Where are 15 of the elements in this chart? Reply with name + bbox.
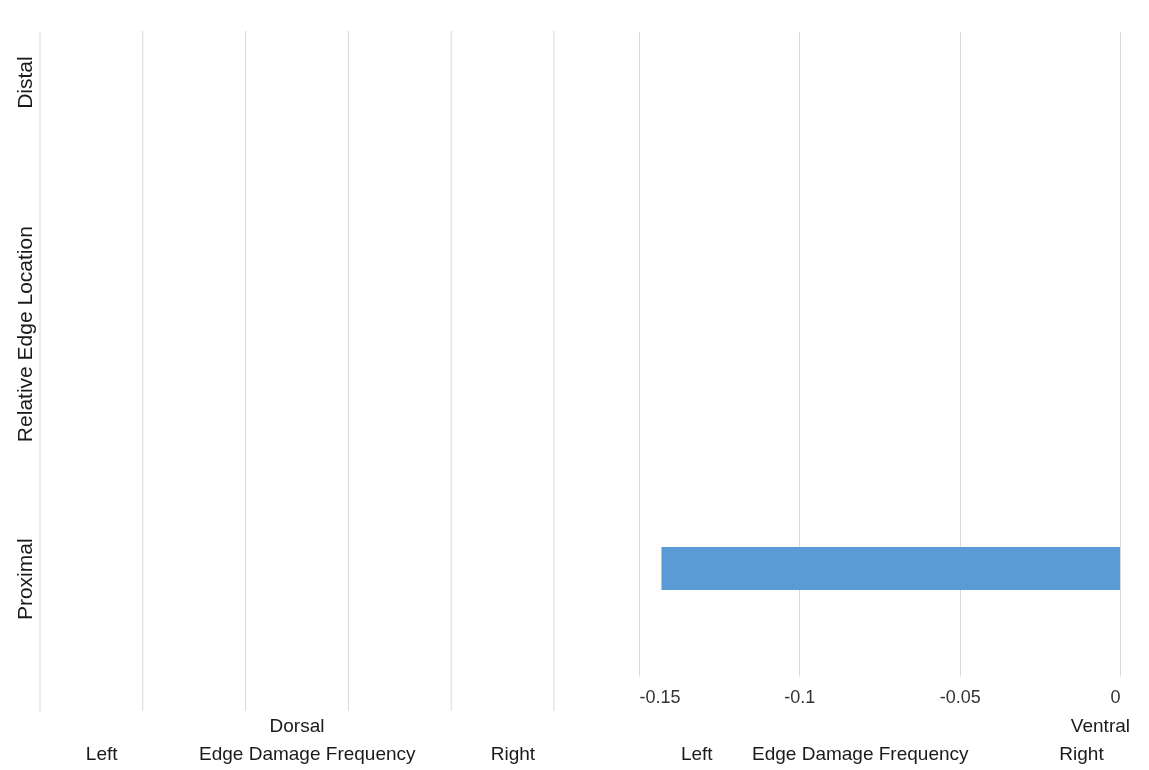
text: Dorsal	[269, 715, 325, 736]
text: Right	[490, 743, 536, 764]
text: Distal	[13, 56, 36, 109]
x-axis-title: Edge Damage Frequency	[752, 743, 970, 764]
text: Left	[85, 743, 119, 764]
text: Edge Damage Frequency	[199, 743, 417, 764]
x-tick-label: -0.05	[939, 686, 981, 707]
text: Ventral	[1070, 715, 1130, 736]
text: Proximal	[13, 538, 36, 621]
x-tick-label: -0.15	[639, 686, 681, 707]
x-tick-label: 0	[1110, 686, 1121, 707]
text: Relative Edge Location	[13, 226, 36, 443]
x-tick-label: -0.1	[784, 686, 816, 707]
text: Left	[680, 743, 714, 764]
text: Right	[1059, 743, 1105, 764]
